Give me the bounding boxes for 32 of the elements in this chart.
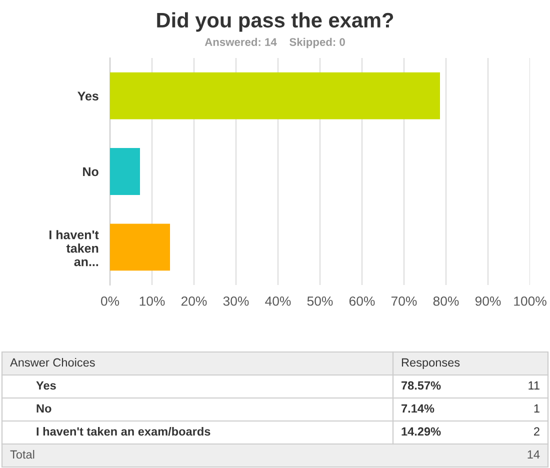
x-tick-label: 60% [349, 296, 375, 306]
x-tick-label: 50% [307, 296, 333, 306]
x-tick-label: 10% [140, 296, 165, 306]
x-tick-label: 90% [475, 296, 501, 306]
bar [110, 148, 140, 195]
text: 11 [528, 381, 540, 390]
x-tick-label: 20% [181, 296, 207, 306]
bar [110, 224, 170, 271]
text: I haven't taken an exam/boards [36, 426, 210, 436]
y-tick-label: Yes [78, 92, 98, 100]
y-tick-label: I haven't taken an... [50, 230, 99, 266]
text: Answer Choices [10, 358, 95, 367]
text: 7.14% [402, 404, 434, 413]
x-tick-label: 0% [100, 296, 120, 306]
x-tick-label: 30% [223, 296, 249, 306]
x-tick-label: 100% [514, 296, 546, 306]
text: 1 [534, 404, 540, 413]
text: Responses [402, 358, 460, 370]
text: Total [10, 450, 34, 459]
text: 78.57% [402, 381, 441, 390]
chart-subtitle: Answered: 14 Skipped: 0 [204, 38, 345, 48]
text: 14 [528, 450, 540, 459]
x-tick-label: 70% [391, 296, 417, 306]
text: 2 [534, 427, 540, 436]
x-tick-label: 80% [433, 296, 459, 306]
text: 14.29% [402, 427, 441, 436]
chart-title: Did you pass the exam? [157, 12, 394, 32]
x-tick-label: 40% [265, 296, 291, 306]
text: No [36, 404, 52, 413]
text: Yes [36, 381, 56, 390]
y-tick-label: No [83, 167, 98, 176]
bar [110, 72, 440, 120]
